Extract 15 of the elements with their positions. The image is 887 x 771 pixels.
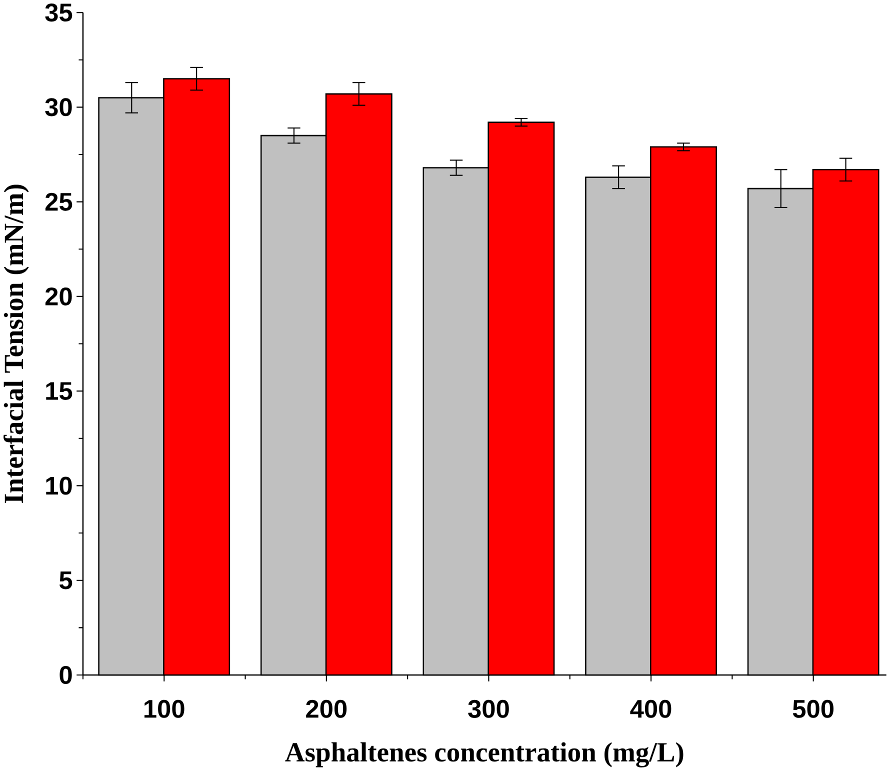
x-tick-label: 300 — [468, 700, 509, 718]
x-tick-label: 400 — [630, 700, 672, 718]
y-tick-label: 10 — [46, 476, 72, 495]
x-tick-label: 200 — [306, 700, 347, 718]
y-tick-label: 20 — [45, 287, 72, 306]
y-axis-title: Interfacial Tension (mN/m) — [4, 184, 29, 504]
x-tick-label: 500 — [792, 700, 834, 718]
x-axis-title: Asphaltenes concentration (mg/L) — [285, 742, 684, 768]
y-tick-label: 30 — [45, 98, 72, 116]
y-tick-label: 15 — [46, 382, 72, 400]
y-tick-label: 25 — [45, 192, 72, 211]
x-tick-label: 100 — [144, 700, 184, 718]
y-tick-label: 0 — [60, 666, 72, 684]
y-tick-label: 35 — [45, 4, 72, 22]
y-tick-label: 5 — [59, 572, 72, 590]
